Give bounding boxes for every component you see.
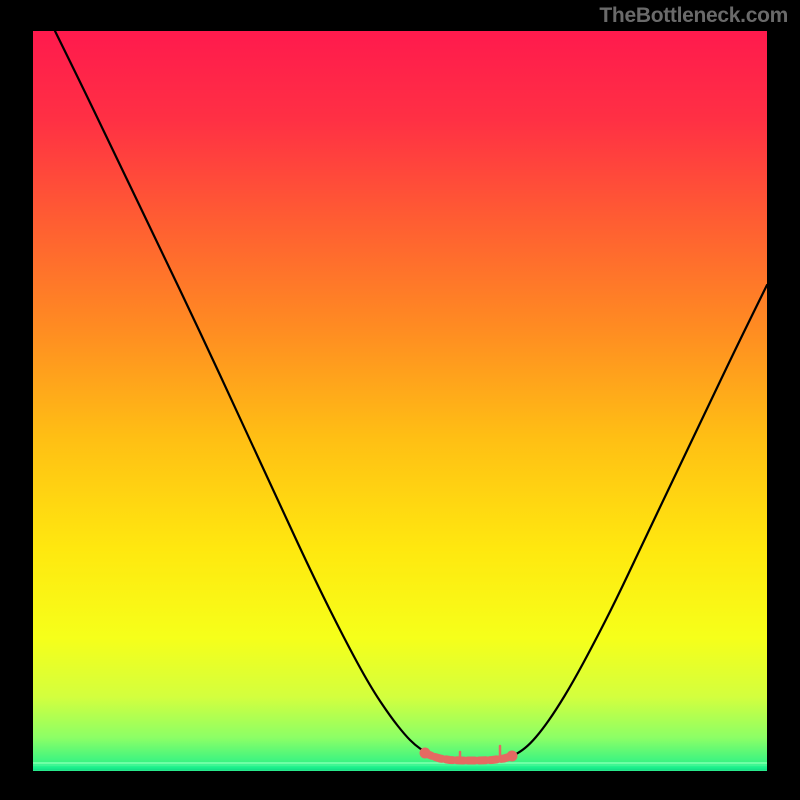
attribution-text: TheBottleneck.com (599, 4, 788, 28)
chart-frame: TheBottleneck.com (0, 0, 800, 800)
bottleneck-chart (0, 0, 800, 800)
valley-green-band (33, 762, 767, 773)
gradient-background (33, 31, 767, 771)
